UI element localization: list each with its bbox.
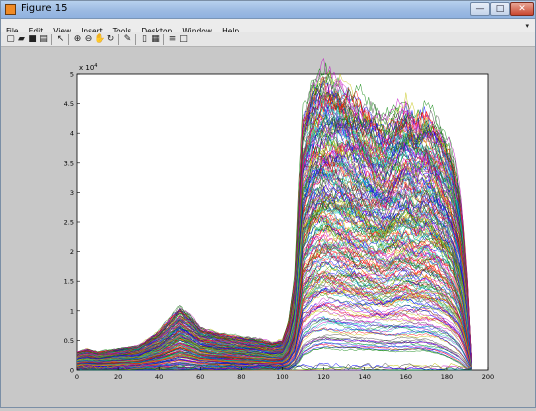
save-icon[interactable]: ■ [28,34,37,44]
data-series-line [76,305,472,369]
show-plot-tools-icon[interactable]: □ [179,34,188,44]
data-series-line [76,147,472,361]
data-series-line [76,122,472,361]
y-tick-label: 4 [70,130,74,138]
data-series-line [77,285,472,368]
data-series-line [76,94,472,360]
data-series-line [76,191,472,364]
y-tick-label: 3.5 [64,159,74,167]
series-layer [76,57,472,371]
data-series-line [76,248,472,366]
menu-edit[interactable]: Edit [29,25,44,38]
data-series-line [76,167,472,364]
data-series-line [76,309,472,369]
y-tick-label: 4.5 [64,100,74,108]
maximize-button[interactable]: □ [490,2,510,16]
menu-desktop[interactable]: Desktop [141,25,172,38]
toolbar-separator [118,34,119,45]
data-series-line [76,113,472,360]
data-series-line [76,57,472,359]
hide-plot-tools-icon[interactable]: ≡ [168,34,177,44]
y-tick-label: 1.5 [64,278,74,286]
toolbar-separator [51,34,52,45]
data-series-line [76,262,472,367]
toolbar-separator [68,34,69,45]
zoom-out-icon[interactable]: ⊖ [84,34,93,44]
x-axis: 0 20 40 60 80 100 120 140 160 180 200 [75,367,494,381]
x-tick-label: 40 [155,373,163,381]
data-series-line [76,269,472,367]
y-axis: 0 0.5 1 1.5 2 2.5 3 3.5 4 4.5 5 [64,71,80,375]
data-series-line [76,248,472,367]
x-tick-label: 120 [317,373,329,381]
menu-tools[interactable]: Tools [113,25,131,38]
figure-canvas: 0 20 40 60 80 100 120 140 160 180 200 0 0.5 1 1.5 2 2.5… [1,47,535,407]
y-tick-label: 0.5 [64,337,74,345]
menu-file[interactable]: File [6,25,19,38]
data-series-line [76,118,472,361]
pointer-icon[interactable]: ↖ [56,34,65,44]
x-tick-label: 100 [276,373,288,381]
toolbar-separator [135,34,136,45]
y-tick-label: 1 [70,307,74,315]
x-tick-label: 200 [482,373,494,381]
y-tick-label: 5 [70,71,74,79]
menu-dock-arrow-icon[interactable]: ▾ [525,22,529,30]
data-series-line [76,215,472,365]
pan-icon[interactable]: ✋ [94,34,106,44]
data-series-line [76,184,472,363]
y-tick-label: 3 [70,189,74,197]
window-title: Figure 15 [21,3,68,14]
y-exponent-label: x 104 [79,63,97,72]
y-tick-label: 0 [70,367,74,375]
print-icon[interactable]: ▤ [39,34,48,44]
x-tick-label: 160 [400,373,412,381]
x-tick-label: 0 [75,373,79,381]
menu-window[interactable]: Window [182,25,212,38]
menu-help[interactable]: Help [222,25,239,38]
plot-svg: 0 20 40 60 80 100 120 140 160 180 200 0 0.5 1 1.5 2 2.5… [64,57,494,381]
y-tick-label: 2 [70,248,74,256]
data-series-line [76,215,472,364]
menu-view[interactable]: View [53,25,71,38]
y-exponent-power: 4 [94,63,97,69]
data-series-line [76,232,472,365]
x-tick-label: 180 [441,373,453,381]
zoom-in-icon[interactable]: ⊕ [73,34,82,44]
figure-toolbar: ▢ ▰ ■ ▤ ↖ ⊕ ⊖ ✋ ↻ ✎ ▯ ▦ ≡ □ [1,32,535,47]
open-folder-icon[interactable]: ▰ [18,34,25,44]
data-series-line [76,173,472,363]
x-tick-label: 80 [237,373,245,381]
close-button[interactable]: ✕ [510,2,534,16]
new-file-icon[interactable]: ▢ [6,34,15,44]
data-series-line [76,100,472,361]
data-series-line [76,317,472,369]
toolbar-separator [163,34,164,45]
data-series-line [76,304,472,369]
menu-bar: File Edit View Insert Tools Desktop Wind… [1,19,535,36]
minimize-button[interactable]: — [470,2,490,16]
data-series-line [76,276,472,367]
x-tick-label: 60 [196,373,204,381]
colorbar-icon[interactable]: ▯ [142,34,147,44]
x-tick-label: 20 [114,373,122,381]
menu-insert[interactable]: Insert [81,25,103,38]
x-tick-label: 140 [358,373,370,381]
legend-icon[interactable]: ▦ [151,34,160,44]
y-tick-label: 2.5 [64,219,74,227]
data-cursor-icon[interactable]: ✎ [123,34,132,44]
y-exponent-base: x 10 [79,64,94,72]
data-series-line [76,107,472,360]
matlab-figure-icon [5,4,16,15]
title-bar[interactable]: Figure 15 — □ ✕ [1,1,535,19]
rotate-icon[interactable]: ↻ [106,34,115,44]
